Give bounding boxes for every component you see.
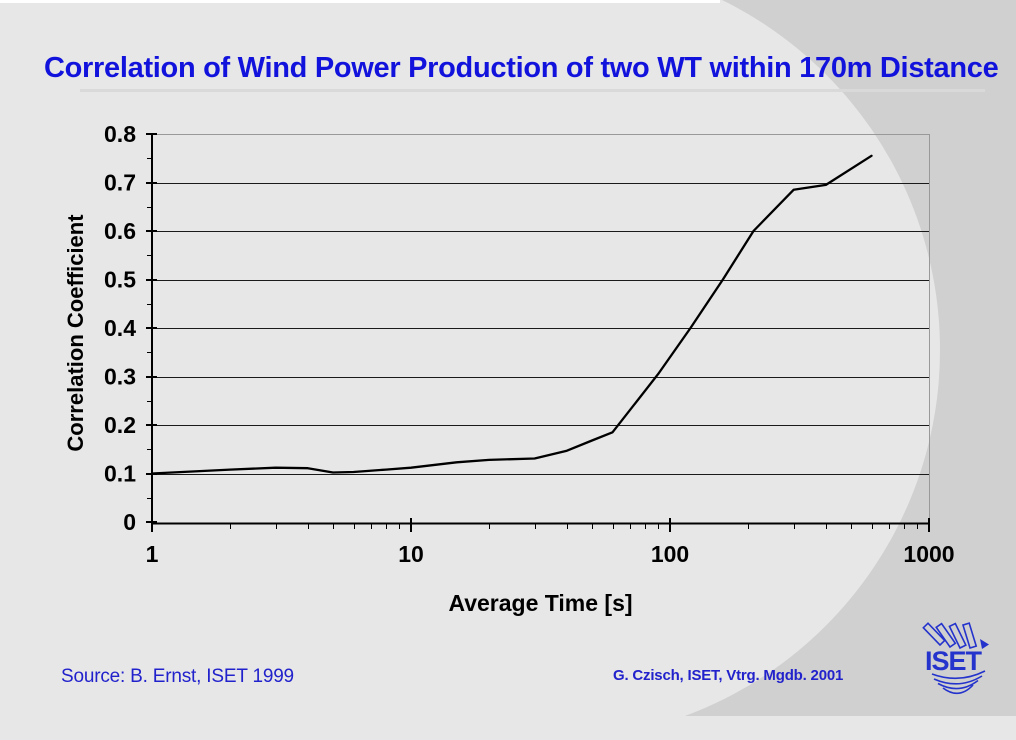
x-tick-label-10: 10: [398, 541, 424, 567]
y-tick-label-0.5: 0.5: [104, 267, 136, 293]
y-tick-label-0.1: 0.1: [104, 461, 136, 487]
background-circle: [160, 0, 940, 740]
series-line: [150, 154, 873, 475]
y-tick-label-0.2: 0.2: [104, 412, 136, 438]
x-tick-label-1: 1: [146, 541, 159, 567]
y-tick-label-0.8: 0.8: [104, 121, 136, 147]
iset-logo-hull-icon: [931, 670, 986, 695]
iset-logo: ISET: [922, 622, 989, 695]
x-tick-label-100: 100: [651, 541, 689, 567]
y-tick-label-0.6: 0.6: [104, 218, 136, 244]
x-axis-title: Average Time [s]: [448, 590, 633, 616]
slide-top-edge: [0, 0, 720, 3]
y-tick-label-0.4: 0.4: [104, 315, 136, 341]
slide-title: Correlation of Wind Power Production of …: [44, 52, 999, 84]
title-underline: [80, 89, 985, 92]
x-tick-label-1000: 1000: [903, 541, 954, 567]
iset-logo-text: ISET: [925, 646, 983, 676]
iset-logo-stripes-icon: [922, 622, 989, 650]
y-tick-label-0.3: 0.3: [104, 364, 136, 390]
y-tick-label-0.7: 0.7: [104, 170, 136, 196]
slide: { "slide": { "title": "Correlation of Wi…: [0, 0, 1016, 716]
iset-logo-stripe-tail-icon: [980, 639, 989, 649]
y-axis-title: Correlation Coefficient: [63, 214, 88, 452]
source-note: Source: B. Ernst, ISET 1999: [61, 666, 294, 687]
correlation-chart: 0 0.1 0.2 0.3 0.4 0.5 0.6 0.7 0.8 1 10 100 1000: [104, 121, 955, 567]
author-credit: G. Czisch, ISET, Vtrg. Mgdb. 2001: [613, 667, 844, 684]
y-tick-label-0: 0: [123, 509, 136, 535]
